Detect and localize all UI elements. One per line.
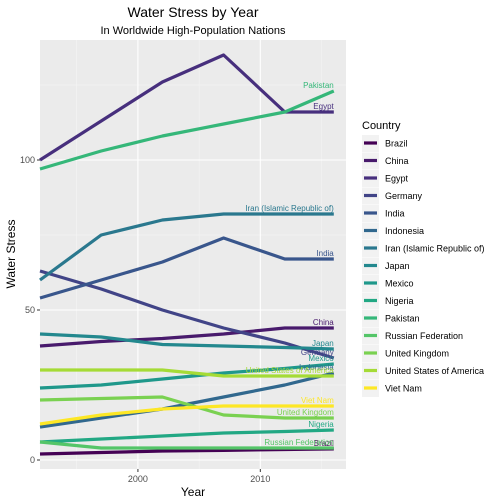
legend-label-indonesia: Indonesia: [385, 226, 424, 236]
y-axis-ticks: 0 50 100: [20, 155, 40, 465]
series-end-label-india: India: [316, 249, 334, 258]
x-tick-label: 2000: [128, 474, 148, 484]
x-tick-label: 2010: [250, 474, 270, 484]
y-axis-label: Water Stress: [4, 220, 18, 289]
series-end-label-mexico: Mexico: [308, 354, 334, 363]
legend-label-china: China: [385, 156, 409, 166]
legend-label-india: India: [385, 209, 405, 219]
series-end-label-pakistan: Pakistan: [303, 81, 334, 90]
x-axis-ticks: 2000 2010: [128, 469, 270, 484]
legend-label-pakistan: Pakistan: [385, 314, 420, 324]
chart-title: Water Stress by Year: [128, 4, 259, 20]
series-end-label-iran-islamic-republic-of: Iran (Islamic Republic of): [245, 204, 334, 213]
series-end-label-russian-federation: Russian Federation: [264, 438, 333, 447]
legend-title: Country: [362, 120, 401, 132]
legend-label-egypt: Egypt: [385, 174, 409, 184]
chart-subtitle: In Worldwide High-Population Nations: [100, 25, 286, 37]
series-end-label-egypt: Egypt: [313, 102, 334, 111]
series-end-label-nigeria: Nigeria: [308, 420, 334, 429]
y-tick-label: 0: [30, 455, 35, 465]
legend-label-viet-nam: Viet Nam: [385, 384, 422, 394]
legend-label-iran-islamic-republic-of: Iran (Islamic Republic of): [385, 244, 485, 254]
y-tick-label: 50: [25, 305, 35, 315]
legend: Country Brazil China Egypt Germany India Indo…: [362, 120, 485, 397]
series-end-label-united-kingdom: United Kingdom: [277, 408, 334, 417]
legend-label-japan: Japan: [385, 261, 410, 271]
legend-label-germany: Germany: [385, 191, 423, 201]
y-tick-label: 100: [20, 155, 35, 165]
series-end-label-japan: Japan: [312, 339, 334, 348]
legend-label-united-states-of-america: United States of America: [385, 366, 484, 376]
series-end-label-china: China: [313, 318, 334, 327]
legend-label-mexico: Mexico: [385, 279, 414, 289]
legend-label-russian-federation: Russian Federation: [385, 331, 463, 341]
legend-items: Brazil China Egypt Germany India Indonesia Ira…: [362, 135, 485, 397]
legend-label-brazil: Brazil: [385, 139, 408, 149]
series-end-label-united-states-of-america: United States of America: [246, 366, 335, 375]
legend-label-united-kingdom: United Kingdom: [385, 349, 449, 359]
legend-label-nigeria: Nigeria: [385, 296, 414, 306]
series-end-label-viet-nam: Viet Nam: [301, 396, 334, 405]
x-axis-label: Year: [181, 485, 205, 499]
